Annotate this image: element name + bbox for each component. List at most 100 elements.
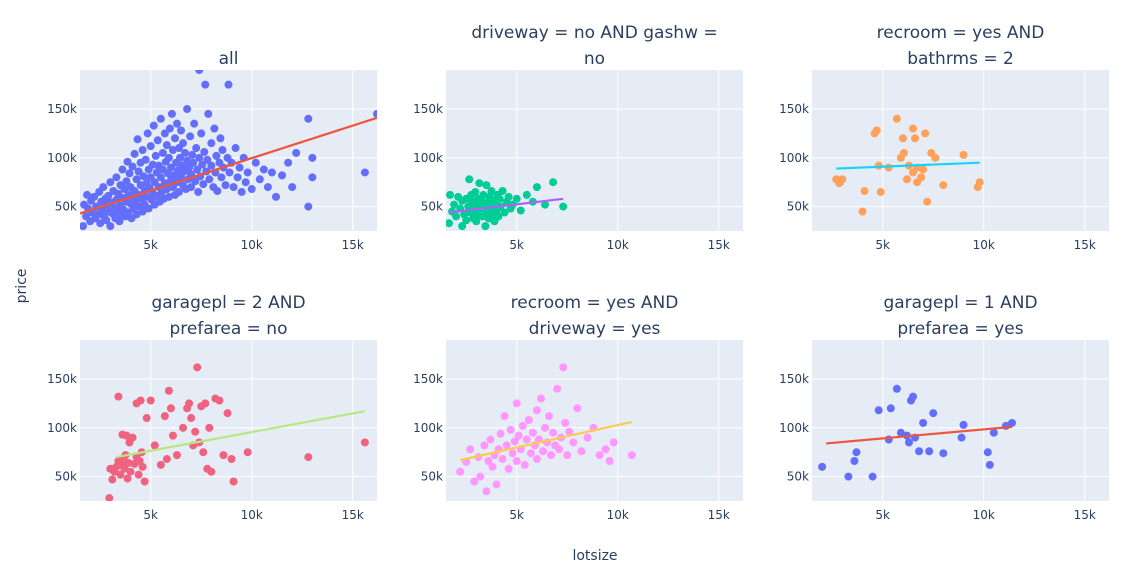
data-point-6-12	[904, 438, 913, 447]
x-tick-label-3-3: 15k	[1074, 238, 1096, 252]
data-point-6-16	[915, 447, 924, 456]
data-point-1-88	[151, 151, 160, 160]
data-point-1-44	[122, 177, 131, 186]
data-point-1-192	[284, 158, 293, 167]
x-axis-title: lotsize	[572, 548, 617, 564]
panel-title-3-line-2: bathrms = 2	[907, 49, 1014, 69]
x-tick-label-1-3: 15k	[342, 238, 364, 252]
data-point-5-17	[500, 412, 509, 421]
panel-title-4-line-1: garagepl = 2 AND	[151, 293, 305, 313]
y-tick-label-4-1: 50k	[55, 470, 77, 484]
data-point-1-171	[221, 181, 230, 190]
data-point-1-178	[233, 173, 242, 182]
x-tick-label-1-2: 10k	[241, 238, 263, 252]
x-tick-label-5-3: 15k	[708, 508, 730, 522]
data-point-1-123	[175, 187, 183, 196]
data-point-3-28	[939, 181, 948, 190]
y-tick-label-2-3: 150k	[413, 102, 443, 116]
data-point-4-27	[138, 462, 147, 471]
data-point-5-61	[627, 451, 636, 460]
data-point-5-34	[532, 455, 541, 464]
data-point-5-39	[541, 423, 549, 432]
data-point-6-8	[886, 404, 895, 413]
data-point-1-42	[120, 185, 129, 194]
data-point-6-14	[909, 392, 918, 401]
trend-line-5	[459, 420, 633, 462]
data-point-1-31	[112, 173, 121, 182]
x-tick-label-1-1: 5k	[143, 238, 158, 252]
data-point-1-176	[229, 183, 238, 192]
data-point-1-186	[255, 175, 264, 184]
data-point-1-148	[195, 70, 204, 74]
data-point-1-111	[166, 163, 175, 172]
trend-line-2	[448, 197, 564, 214]
data-point-4-8	[116, 470, 125, 479]
data-point-4-15	[123, 474, 132, 483]
data-point-4-45	[193, 363, 202, 372]
data-point-3-22	[917, 173, 926, 182]
data-point-4-55	[219, 451, 228, 460]
data-point-6-3	[850, 456, 859, 465]
data-point-2-46	[495, 194, 504, 203]
y-tick-label-5-1: 50k	[421, 470, 443, 484]
data-point-5-11	[488, 462, 497, 471]
data-point-5-48	[559, 363, 568, 372]
data-point-4-18	[126, 467, 135, 476]
data-point-4-3	[108, 475, 117, 484]
data-point-1-179	[235, 163, 244, 172]
data-point-1-160	[207, 161, 216, 170]
data-point-1-73	[141, 155, 150, 164]
panel-title-2-line-2: no	[584, 49, 605, 69]
data-point-4-19	[128, 433, 137, 442]
x-tick-label-5-2: 10k	[607, 508, 629, 522]
data-point-5-13	[492, 480, 501, 489]
data-point-2-5	[452, 212, 461, 221]
data-point-5-55	[583, 433, 592, 442]
y-tick-label-4-3: 150k	[47, 372, 77, 386]
data-point-1-70	[139, 172, 148, 181]
data-point-6-9	[892, 384, 901, 393]
data-point-1-119	[172, 119, 181, 128]
data-point-6-19	[929, 409, 938, 418]
data-point-6-24	[985, 460, 994, 469]
x-tick-label-2-3: 15k	[708, 238, 730, 252]
data-point-5-27	[518, 421, 527, 430]
data-point-2-56	[522, 190, 531, 199]
data-point-6-2	[844, 472, 853, 481]
data-point-1-150	[197, 129, 206, 138]
data-point-1-144	[192, 144, 201, 153]
y-tick-label-1-3: 150k	[47, 102, 77, 116]
data-point-4-59	[243, 448, 252, 457]
data-point-1-78	[144, 204, 153, 213]
data-point-5-52	[569, 438, 578, 447]
data-point-1-157	[204, 109, 213, 118]
data-point-6-4	[852, 448, 861, 457]
data-point-1-169	[218, 146, 227, 155]
data-point-3-7	[872, 126, 881, 135]
plot-area-5	[446, 340, 743, 501]
data-point-1-49	[125, 169, 134, 178]
data-point-1-1	[80, 222, 88, 231]
data-point-1-108	[164, 153, 173, 162]
data-point-1-131	[181, 148, 190, 157]
data-point-3-25	[923, 197, 932, 206]
data-point-2-29	[479, 190, 488, 199]
data-point-4-38	[172, 451, 181, 460]
y-tick-label-6-2: 100k	[779, 421, 809, 435]
data-point-1-59	[132, 175, 141, 184]
panel-title-5-line-2: driveway = yes	[529, 319, 661, 339]
data-point-4-31	[150, 441, 159, 450]
data-point-1-173	[224, 80, 233, 89]
data-point-6-20	[939, 449, 948, 458]
data-point-3-27	[931, 153, 940, 162]
data-point-4-6	[114, 392, 123, 401]
data-point-3-3	[838, 175, 847, 184]
data-point-1-61	[133, 135, 142, 144]
data-point-5-4	[470, 477, 479, 486]
data-point-1-96	[156, 173, 165, 182]
data-point-2-12	[462, 216, 471, 225]
data-point-1-125	[177, 126, 186, 135]
data-point-5-24	[512, 399, 521, 408]
data-point-5-43	[549, 428, 558, 437]
